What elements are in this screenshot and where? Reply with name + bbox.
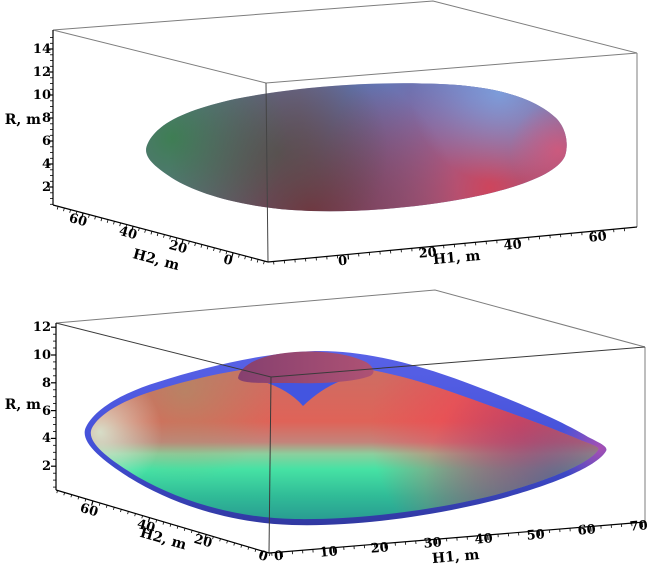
h2-tick-labels: 60 40 20 0 [67, 211, 234, 269]
h1-tick-label: 30 [423, 535, 442, 552]
h2-axis-label: H2, m [138, 525, 188, 554]
h2-tick-label: 40 [135, 517, 157, 536]
h2-tick-label: 60 [67, 211, 88, 230]
axes [55, 323, 646, 554]
h1-axis-ticks [273, 228, 625, 265]
h1-tick-label: 20 [370, 540, 389, 557]
surface-red-green [90, 364, 599, 520]
h2-tick-label: 20 [167, 238, 188, 257]
h2-tick-labels: 60 40 20 0 [78, 501, 269, 565]
r-tick-label: 8 [42, 111, 51, 126]
r-tick-label: 4 [42, 431, 51, 446]
r-tick-labels: 2 4 6 8 10 12 14 [33, 42, 51, 195]
h1-axis-ticks [271, 522, 643, 558]
h1-tick-label: 10 [319, 544, 338, 561]
r-tick-label: 6 [42, 404, 51, 419]
z-axis-label: R, m [5, 397, 41, 413]
plot-top-surface: 2 4 6 8 10 12 14 60 40 20 0 0 20 40 60 R… [5, 0, 638, 274]
h1-tick-label: 20 [418, 245, 437, 262]
h2-tick-label: 0 [222, 252, 235, 269]
box-front-edge [265, 82, 269, 263]
r-axis-ticks [48, 37, 53, 205]
h1-tick-label: 70 [629, 518, 648, 535]
r-tick-label: 2 [42, 459, 51, 474]
h1-tick-labels: 0 10 20 30 40 50 60 70 [274, 518, 649, 564]
h1-tick-label: 0 [338, 254, 348, 270]
h1-tick-label: 40 [474, 531, 493, 548]
z-axis-label: R, m [5, 112, 41, 128]
r-tick-label: 4 [42, 157, 51, 172]
r-tick-labels: 2 4 6 8 10 12 [33, 320, 51, 474]
plot-bottom-surface: 2 4 6 8 10 12 60 40 20 0 0 10 20 30 40 5… [5, 289, 649, 567]
h2-tick-label: 40 [117, 224, 138, 243]
h2-tick-label: 60 [78, 501, 100, 520]
h1-tick-label: 50 [526, 527, 545, 544]
h1-tick-labels: 0 20 40 60 [338, 229, 608, 269]
h1-tick-label: 60 [577, 522, 596, 539]
r-tick-label: 12 [33, 320, 51, 335]
h1-tick-label: 40 [503, 237, 522, 254]
h2-axis-ticks [56, 206, 265, 265]
h1-tick-label: 0 [274, 549, 284, 565]
h1-axis-label: H1, m [432, 248, 481, 268]
h2-axis-ticks [56, 490, 271, 557]
h2-tick-label: 0 [257, 548, 270, 565]
r-tick-label: 12 [33, 65, 51, 80]
r-tick-label: 8 [42, 376, 51, 391]
box-frame-back [55, 289, 646, 522]
r-axis-ticks [51, 326, 56, 488]
r-tick-label: 2 [42, 180, 51, 195]
h1-tick-label: 60 [588, 229, 607, 246]
r-tick-label: 6 [42, 134, 51, 149]
r-tick-label: 10 [33, 348, 51, 363]
surface-dome [146, 83, 567, 212]
r-tick-label: 14 [33, 42, 51, 57]
h1-axis-label: H1, m [431, 547, 480, 567]
box-frame-front [55, 322, 646, 554]
h2-tick-label: 20 [192, 532, 214, 551]
r-tick-label: 10 [33, 88, 51, 103]
surface-purple-cap [238, 351, 374, 384]
